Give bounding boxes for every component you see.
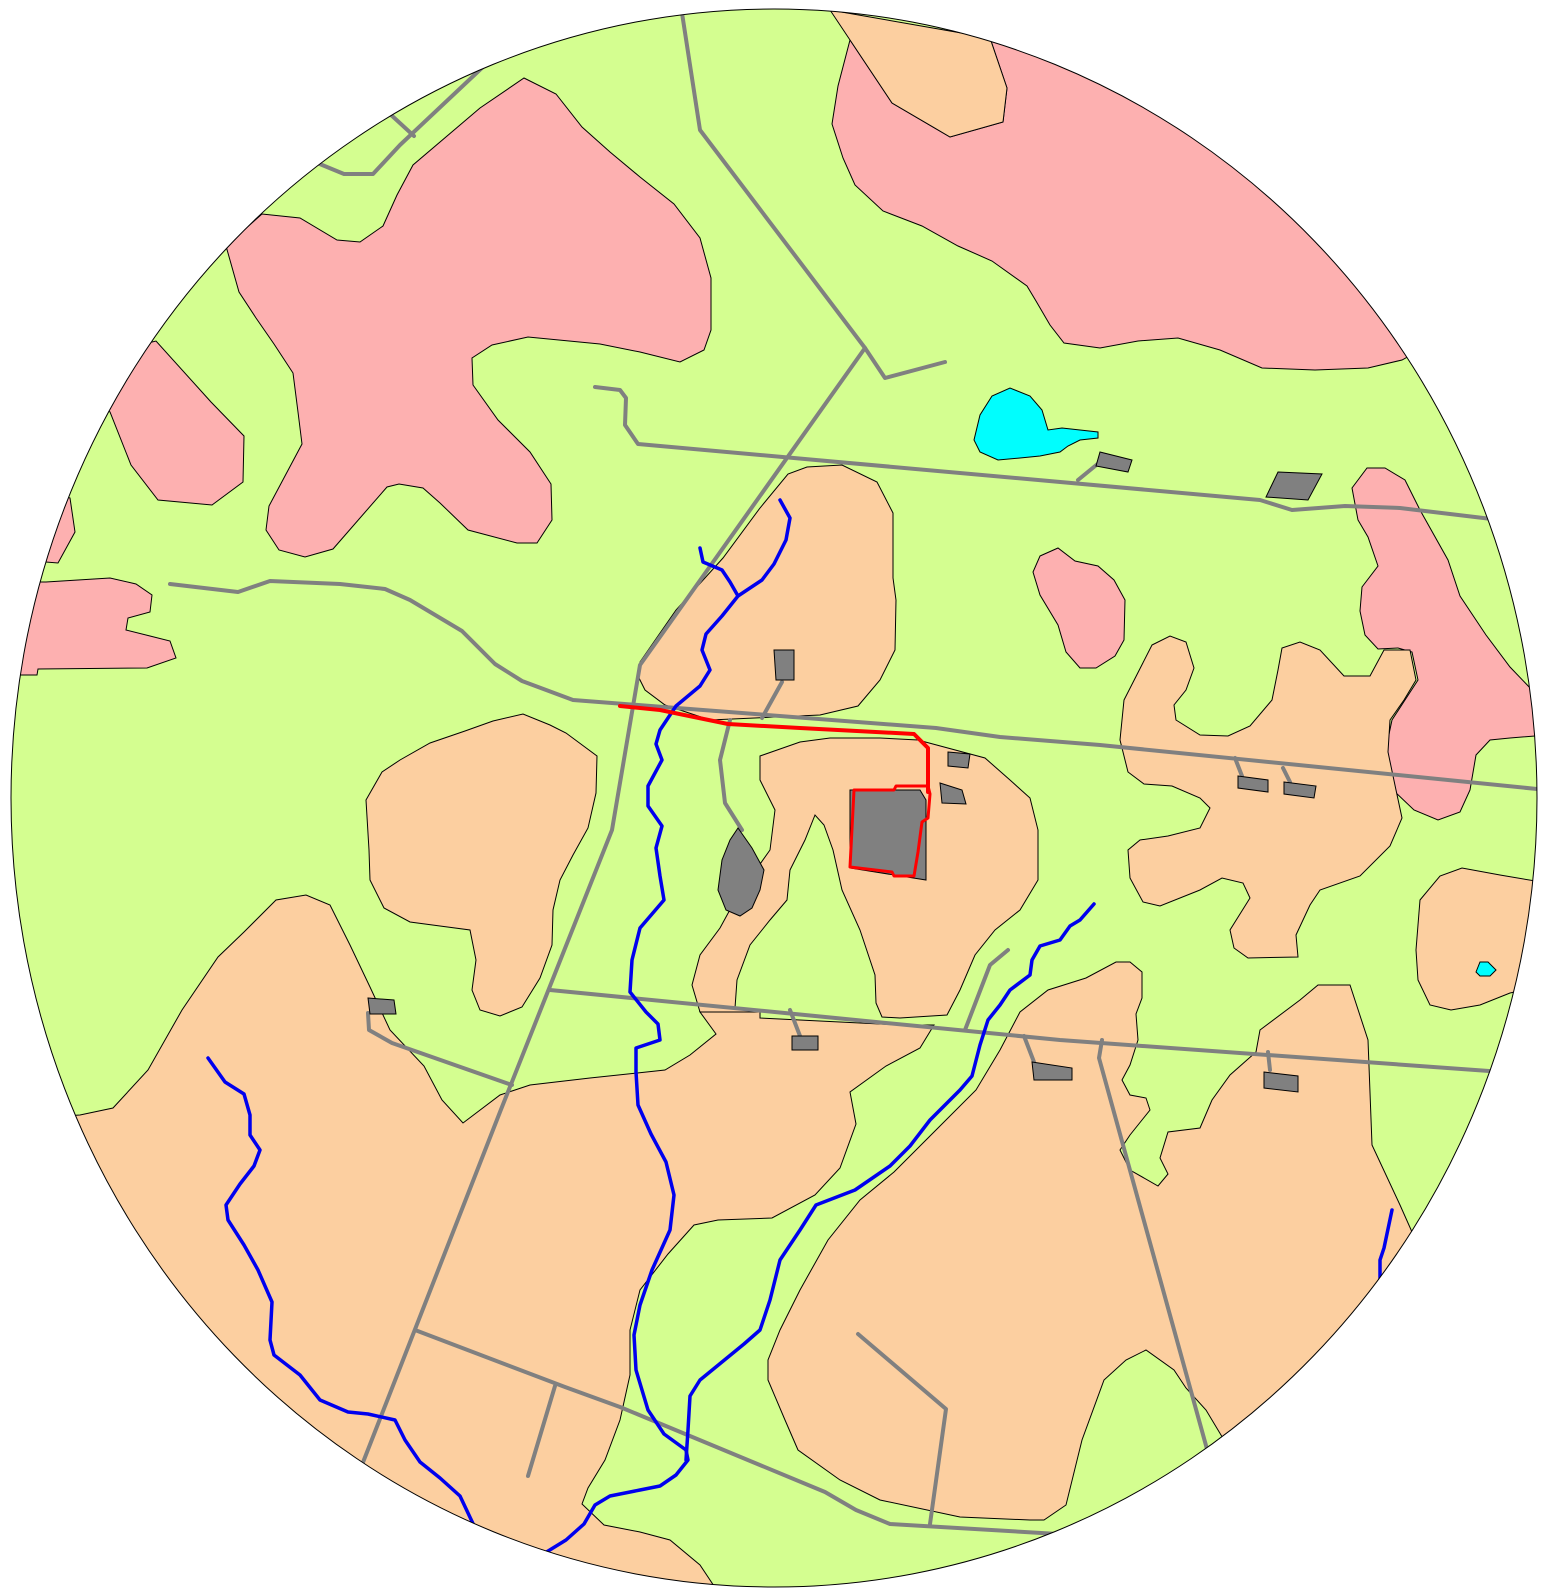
urban-zone-east xyxy=(1351,467,1537,821)
building-e[interactable] xyxy=(939,782,967,805)
urban-zone-central-east xyxy=(1032,547,1126,669)
road-south-branch-b[interactable] xyxy=(856,1332,948,1526)
building-h[interactable] xyxy=(1031,1061,1073,1081)
building-i[interactable] xyxy=(1237,775,1269,793)
stream-east[interactable] xyxy=(684,902,1096,1462)
road-northwest-branch[interactable] xyxy=(388,112,416,138)
road-center-link[interactable] xyxy=(963,948,1010,1032)
pond-north xyxy=(973,387,1099,461)
map-frame xyxy=(10,8,1538,1588)
driveway-c[interactable] xyxy=(788,1008,802,1038)
forest-zone-west-center xyxy=(365,713,598,1017)
roads xyxy=(168,9,1547,1537)
building-c[interactable] xyxy=(1265,471,1323,501)
building-j[interactable] xyxy=(1283,781,1317,799)
road-south-east-diagonal[interactable] xyxy=(1097,1038,1212,1462)
highlighted-parcel xyxy=(618,704,932,878)
driveway-f[interactable] xyxy=(1281,766,1292,784)
forest-zone-far-east xyxy=(1415,867,1537,1011)
building-k[interactable] xyxy=(1263,1071,1299,1093)
road-central-diagonal[interactable] xyxy=(358,346,867,1472)
urban-zone-west-lower xyxy=(11,577,177,676)
building-a[interactable] xyxy=(773,649,795,681)
building-b[interactable] xyxy=(1095,451,1133,473)
road-east-west-south[interactable] xyxy=(548,988,1505,1074)
road-south-branch-a[interactable] xyxy=(526,1384,557,1478)
road-northwest-spur[interactable] xyxy=(308,63,487,176)
highlighted-route[interactable] xyxy=(618,704,930,794)
road-center-spur[interactable] xyxy=(718,718,744,832)
urban-zone-northwest xyxy=(225,77,712,558)
building-d[interactable] xyxy=(947,751,971,769)
stream-central-tributary[interactable] xyxy=(698,546,740,598)
road-east-west-north[interactable] xyxy=(593,385,1502,522)
buildings xyxy=(367,451,1323,1093)
road-southwest-spur[interactable] xyxy=(366,1011,514,1087)
driveway-e[interactable] xyxy=(1233,756,1244,778)
building-g[interactable] xyxy=(791,1035,819,1051)
driveway-g[interactable] xyxy=(1266,1050,1272,1072)
water-bodies xyxy=(973,387,1497,977)
building-f[interactable] xyxy=(367,997,397,1015)
highlighted-parcel-outline[interactable] xyxy=(848,784,932,878)
driveway-a[interactable] xyxy=(760,680,784,720)
forest-zone-east xyxy=(1119,635,1417,959)
pond-east xyxy=(1475,961,1497,977)
stream-west[interactable] xyxy=(206,1056,478,1532)
forest-zone-center xyxy=(691,737,1039,1019)
building-ridge[interactable] xyxy=(717,827,765,917)
road-east-west-main[interactable] xyxy=(168,579,1547,792)
driveway-d[interactable] xyxy=(1022,1034,1036,1064)
streams xyxy=(206,498,1394,1558)
road-south-diagonal[interactable] xyxy=(413,1328,1077,1537)
